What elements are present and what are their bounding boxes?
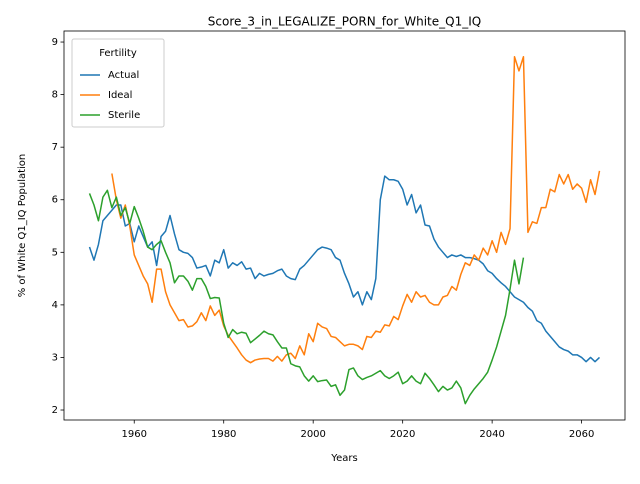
x-axis-label: Years	[330, 453, 357, 464]
y-axis-label: % of White Q1_IQ Population	[17, 154, 28, 298]
y-tick-label: 9	[52, 37, 58, 48]
x-tick-label: 1960	[122, 429, 147, 440]
y-tick-label: 4	[52, 300, 58, 311]
series-line	[111, 56, 601, 364]
legend-box	[71, 38, 165, 128]
series-line	[88, 189, 525, 405]
y-tick-label: 7	[52, 142, 58, 153]
y-tick-label: 3	[52, 352, 58, 363]
y-tick-label: 2	[52, 405, 58, 416]
chart-title: Score_3_in_LEGALIZE_PORN_for_White_Q1_IQ	[208, 15, 481, 29]
legend-label: Ideal	[108, 90, 132, 101]
legend-label: Sterile	[108, 110, 140, 121]
x-tick-label: 1980	[211, 429, 236, 440]
x-tick-label: 2020	[390, 429, 415, 440]
legend-title: Fertility	[99, 48, 137, 59]
y-tick-label: 8	[52, 90, 58, 101]
legend-label: Actual	[108, 70, 139, 81]
y-tick-label: 6	[52, 195, 58, 206]
x-tick-label: 2060	[569, 429, 594, 440]
y-tick-label: 5	[52, 247, 58, 258]
x-tick-label: 2000	[300, 429, 325, 440]
plot-frame	[63, 30, 626, 421]
series-line	[88, 175, 601, 363]
x-tick-label: 2040	[479, 429, 504, 440]
